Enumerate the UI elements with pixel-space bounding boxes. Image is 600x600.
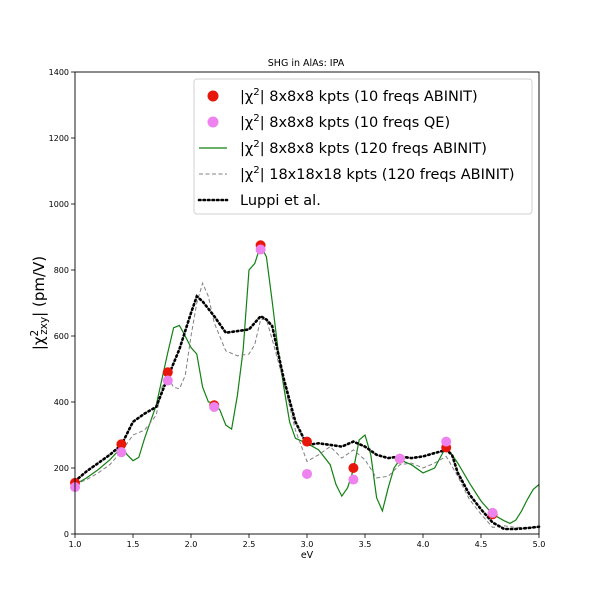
y-axis-label: |χ2zxy| (pm/V) [29, 256, 50, 350]
series-2-point [394, 453, 405, 464]
y-tick-label: 200 [54, 464, 69, 473]
legend-item-2-marker [207, 116, 219, 128]
series-3-line [74, 243, 540, 525]
y-tick-label: 400 [54, 398, 69, 407]
plot-area [70, 240, 541, 531]
y-tick-label: 0 [64, 530, 69, 539]
series-2-point [209, 401, 220, 412]
y-tick-label: 1000 [49, 200, 69, 209]
legend-item-5-label: Luppi et al. [240, 193, 321, 209]
series-2-point [348, 474, 359, 485]
series-1-point [348, 463, 359, 473]
y-axis: 0 200 400 600 800 1000 1200 1400 [49, 68, 75, 539]
series-2-point [255, 244, 266, 255]
legend: |χ2| 8x8x8 kpts (10 freqs ABINIT) |χ2| 8x… [193, 78, 533, 215]
x-tick-label: 2.0 [185, 540, 198, 549]
y-tick-label: 800 [54, 266, 69, 275]
legend-box [193, 78, 533, 215]
series-5-line [73, 294, 541, 531]
series-2-point [302, 468, 312, 479]
y-tick-label: 1400 [49, 68, 69, 77]
plot-frame [74, 71, 540, 535]
y-tick-label: 600 [54, 332, 69, 341]
x-tick-label: 1.0 [69, 540, 82, 549]
x-tick-label: 4.5 [475, 540, 488, 549]
x-tick-label: 3.0 [301, 540, 314, 549]
x-tick-label: 2.5 [243, 540, 256, 549]
series-1-point [116, 439, 127, 450]
x-tick-label: 4.0 [417, 540, 430, 549]
legend-item-3-label: |χ2| 8x8x8 kpts (120 freqs ABINIT) [240, 139, 487, 157]
series-1-point [302, 436, 312, 447]
legend-item-1-marker [207, 90, 219, 102]
series-1-point [162, 367, 173, 378]
x-tick-label: 1.5 [127, 540, 140, 549]
x-axis-label: eV [301, 550, 314, 561]
y-tick-label: 1200 [49, 134, 69, 143]
series-2-point [116, 447, 127, 458]
legend-item-1-label: |χ2| 8x8x8 kpts (10 freqs ABINIT) [240, 87, 478, 105]
x-tick-label: 5.0 [533, 540, 546, 549]
x-axis: 1.0 1.5 2.0 2.5 3.0 3.5 4.0 4.5 5.0 [69, 534, 546, 549]
legend-item-2-label: |χ2| 8x8x8 kpts (10 freqs QE) [240, 113, 450, 131]
x-tick-label: 3.5 [359, 540, 372, 549]
chart-title: SHG in AlAs: IPA [268, 58, 345, 69]
series-2-point [441, 436, 452, 447]
series-2-point [162, 375, 173, 386]
series-2-point [487, 507, 498, 518]
legend-item-4-label: |χ2| 18x18x18 kpts (120 freqs ABINIT) [240, 165, 515, 183]
